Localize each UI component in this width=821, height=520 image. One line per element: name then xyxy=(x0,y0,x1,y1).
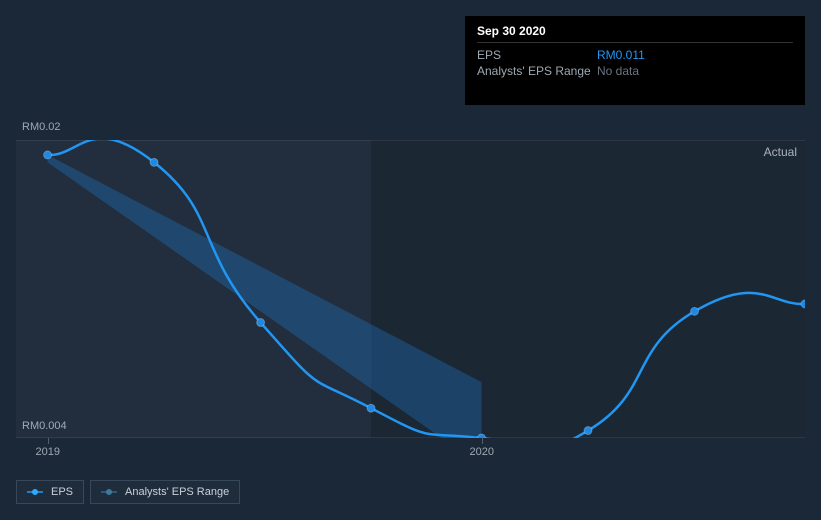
tooltip-row: EPS RM0.011 xyxy=(477,47,793,63)
tooltip-row-value: RM0.011 xyxy=(597,48,645,62)
y-axis-top-label: RM0.02 xyxy=(22,121,61,133)
x-axis-tick xyxy=(48,438,49,444)
tooltip-row-value: No data xyxy=(597,64,639,78)
tooltip-date: Sep 30 2020 xyxy=(477,24,793,43)
legend-swatch-eps xyxy=(27,488,43,496)
x-axis-label: 2019 xyxy=(36,446,60,458)
legend-label: EPS xyxy=(51,486,73,498)
legend-swatch-range xyxy=(101,488,117,496)
tooltip-row-label: Analysts' EPS Range xyxy=(477,64,597,78)
legend-label: Analysts' EPS Range xyxy=(125,486,229,498)
tooltip-row: Analysts' EPS Range No data xyxy=(477,63,793,79)
x-axis-tick xyxy=(482,438,483,444)
chart-tooltip: Sep 30 2020 EPS RM0.011 Analysts' EPS Ra… xyxy=(465,16,805,105)
tooltip-row-label: EPS xyxy=(477,48,597,62)
chart-area[interactable] xyxy=(16,140,805,438)
x-axis-label: 2020 xyxy=(470,446,494,458)
legend-item-range[interactable]: Analysts' EPS Range xyxy=(90,480,240,504)
eps-chart-svg xyxy=(16,140,805,438)
chart-legend: EPS Analysts' EPS Range xyxy=(16,480,240,504)
legend-item-eps[interactable]: EPS xyxy=(16,480,84,504)
